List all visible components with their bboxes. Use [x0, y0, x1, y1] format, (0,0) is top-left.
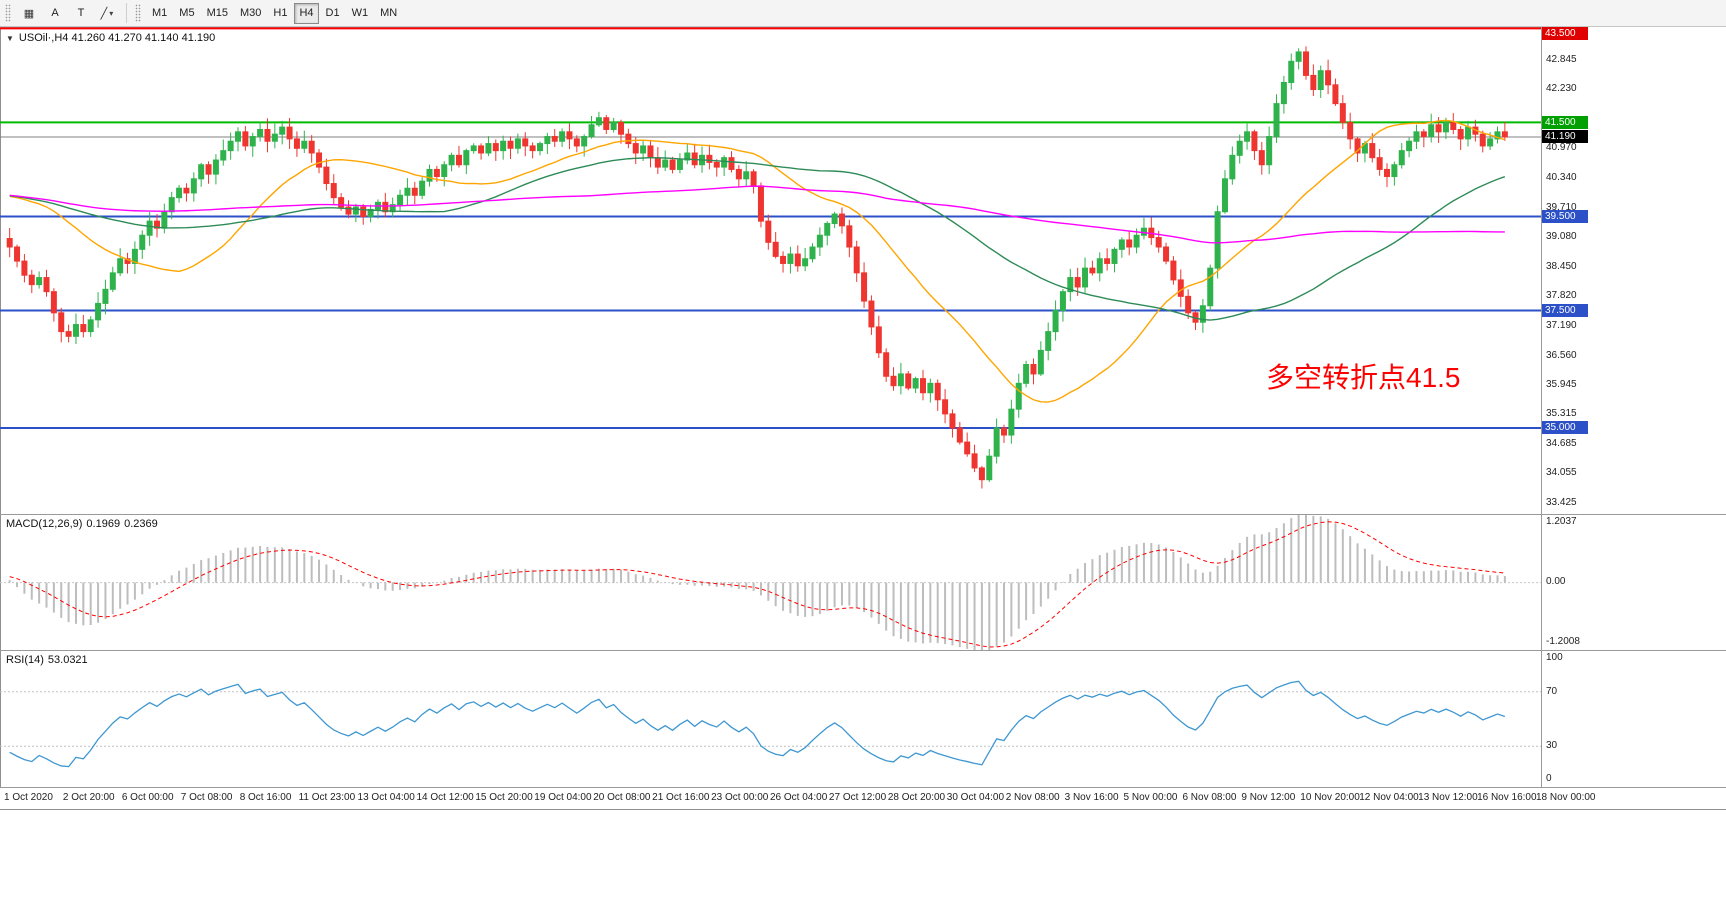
macd-label: MACD(12,26,9) 0.1969 0.2369 [6, 518, 158, 530]
macd-scale-top: 1.2037 [1546, 516, 1577, 527]
panel-splitter[interactable] [0, 650, 1726, 651]
time-axis-label: 11 Oct 23:00 [298, 792, 356, 803]
price-level-badge: 37.500 [1542, 303, 1588, 317]
price-tick-label: 33.425 [1546, 497, 1577, 508]
toolbar-separator [126, 3, 127, 23]
price-tick-label: 37.190 [1546, 320, 1577, 332]
time-axis-label: 10 Nov 20:00 [1300, 792, 1360, 803]
chart-text-annotation: 多空转折点41.5 [1266, 362, 1461, 393]
price-tick-label: 38.450 [1546, 260, 1577, 272]
rsi-panel: RSI(14) 53.0321 100 70 30 0 [0, 651, 1726, 787]
macd-plot[interactable] [0, 515, 1726, 650]
symbol-dropdown-icon[interactable]: ▼ [6, 33, 14, 43]
price-level-badge: 43.500 [1542, 27, 1588, 40]
time-axis-label: 1 Oct 2020 [4, 792, 53, 803]
rsi-scale-0: 0 [1546, 773, 1552, 784]
time-axis-label: 2 Nov 08:00 [1005, 792, 1060, 803]
trendline-icon: ╱ [100, 7, 108, 20]
price-tick-label: 39.080 [1546, 231, 1577, 243]
macd-scale-bottom: -1.2008 [1546, 636, 1580, 647]
macd-scale-zero: 0.00 [1546, 576, 1566, 587]
time-axis-label: 9 Nov 12:00 [1241, 792, 1296, 803]
price-tick-label: 40.970 [1546, 142, 1577, 154]
symbol-label: ▼ USOil·,H4 41.260 41.270 41.140 41.190 [6, 32, 215, 44]
price-tick-label: 39.710 [1546, 201, 1577, 213]
time-axis-label: 16 Nov 16:00 [1477, 792, 1537, 803]
price-tick-label: 42.845 [1546, 54, 1577, 66]
toolbar-grip[interactable] [5, 4, 11, 22]
rsi-scale-100: 100 [1546, 652, 1563, 663]
time-axis-label: 15 Oct 20:00 [475, 792, 533, 803]
chart-grid-button[interactable]: ▦ [17, 3, 41, 24]
time-axis-label: 5 Nov 00:00 [1123, 792, 1178, 803]
timeframe-m5-button[interactable]: M5 [174, 3, 199, 24]
grid-icon: ▦ [23, 7, 35, 20]
timeframe-w1-button[interactable]: W1 [347, 3, 374, 24]
timeframe-toolbar-grip[interactable] [135, 4, 141, 22]
timeframe-d1-button[interactable]: D1 [321, 3, 345, 24]
price-level-badge: 41.190 [1542, 130, 1588, 144]
time-axis-label: 21 Oct 16:00 [652, 792, 710, 803]
price-tick-label: 40.340 [1546, 171, 1577, 183]
rsi-scale-70: 70 [1546, 686, 1558, 697]
time-axis-label: 19 Oct 04:00 [534, 792, 592, 803]
time-axis-label: 23 Oct 00:00 [711, 792, 769, 803]
time-axis-label: 6 Nov 08:00 [1182, 792, 1237, 803]
panel-splitter[interactable] [0, 514, 1726, 515]
text-tool-button[interactable]: T [69, 3, 93, 24]
time-axis-label: 20 Oct 08:00 [593, 792, 651, 803]
timeframe-h4-button[interactable]: H4 [294, 2, 319, 24]
price-tick-label: 34.055 [1546, 467, 1577, 479]
timeframe-mn-button[interactable]: MN [375, 3, 402, 24]
time-axis-label: 13 Nov 12:00 [1418, 792, 1478, 803]
price-tick-label: 35.945 [1546, 378, 1577, 390]
time-axis-label: 6 Oct 00:00 [121, 792, 174, 803]
main-toolbar: ▦ A T ╱ ▾ M1 M5 M15 M30 H1 H4 D1 W1 MN [0, 0, 1726, 27]
price-level-badge: 41.500 [1542, 115, 1588, 129]
time-axis-label: 7 Oct 08:00 [180, 792, 233, 803]
rsi-label: RSI(14) 53.0321 [6, 654, 88, 666]
time-axis-label: 30 Oct 04:00 [946, 792, 1005, 803]
time-axis-label: 26 Oct 04:00 [770, 792, 828, 803]
main-chart-panel: ▼ USOil·,H4 41.260 41.270 41.140 41.190 … [0, 27, 1726, 514]
price-tick-label: 34.685 [1546, 437, 1577, 449]
timeframe-m1-button[interactable]: M1 [147, 3, 172, 24]
price-level-badge: 39.500 [1542, 209, 1588, 223]
timeframe-m30-button[interactable]: M30 [235, 3, 266, 24]
price-scale-border [1541, 27, 1542, 787]
candlestick-chart[interactable] [0, 27, 1726, 514]
rsi-plot[interactable] [0, 651, 1726, 787]
time-axis-label: 12 Nov 04:00 [1359, 792, 1419, 803]
price-tick-label: 35.315 [1546, 408, 1577, 420]
price-tick-label: 37.820 [1546, 290, 1577, 302]
time-axis-label: 8 Oct 16:00 [239, 792, 292, 803]
chart-window: ▼ USOil·,H4 41.260 41.270 41.140 41.190 … [0, 27, 1726, 810]
symbol-ohlc-text: USOil·,H4 41.260 41.270 41.140 41.190 [18, 32, 216, 44]
time-axis-label: 2 Oct 20:00 [62, 792, 115, 803]
rsi-scale-30: 30 [1546, 740, 1558, 751]
time-axis-label: 27 Oct 12:00 [828, 792, 887, 803]
time-axis-label: 18 Nov 00:00 [1536, 792, 1596, 803]
time-axis-label: 13 Oct 04:00 [357, 792, 415, 803]
time-axis-label: 3 Nov 16:00 [1064, 792, 1119, 803]
timeframe-h1-button[interactable]: H1 [268, 3, 292, 24]
price-level-badge: 35.000 [1542, 421, 1588, 435]
macd-panel: MACD(12,26,9) 0.1969 0.2369 1.2037 0.00 -1… [0, 515, 1726, 650]
text-label-tool-button[interactable]: A [43, 3, 67, 24]
time-axis-label: 28 Oct 20:00 [887, 792, 946, 803]
time-axis-label: 14 Oct 12:00 [416, 792, 474, 803]
time-axis[interactable]: 1 Oct 2020 2 Oct 20:00 6 Oct 00:00 7 Oct 08… [0, 787, 1726, 809]
timeframe-m15-button[interactable]: M15 [202, 3, 233, 24]
drawing-tools-dropdown-button[interactable]: ╱ ▾ [95, 3, 119, 24]
price-scale[interactable] [1542, 27, 1726, 787]
chevron-down-icon: ▾ [109, 8, 114, 18]
price-tick-label: 42.230 [1546, 83, 1577, 95]
price-tick-label: 36.560 [1546, 349, 1577, 361]
